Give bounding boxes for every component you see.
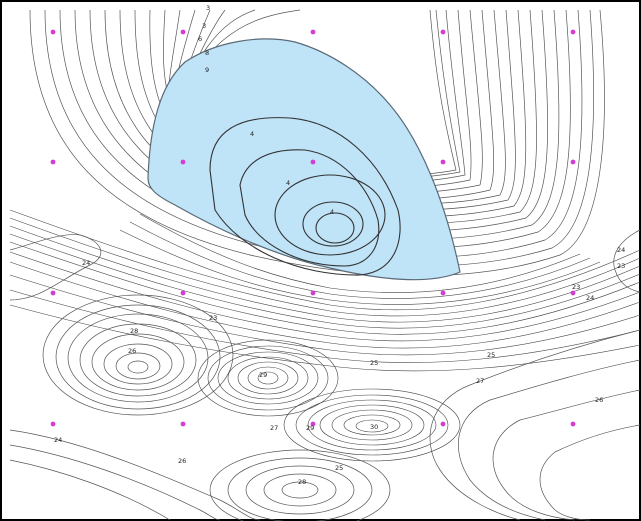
sample-marker	[440, 421, 446, 427]
sample-marker	[310, 29, 316, 35]
contour-label: 23	[209, 314, 217, 322]
contour-label: 24	[82, 259, 90, 267]
contour-label: 30	[370, 423, 378, 431]
sample-marker	[570, 421, 576, 427]
contour-label: 26	[178, 457, 186, 465]
sample-marker	[440, 29, 446, 35]
contour-label: 26	[595, 396, 603, 404]
contour-label: 4	[330, 208, 334, 216]
contour-label: 29	[259, 371, 267, 379]
contour-label: 24	[54, 436, 62, 444]
sample-marker	[180, 290, 186, 296]
sample-marker	[50, 290, 56, 296]
contour-label: 27	[476, 377, 484, 385]
contour-label: 4	[250, 130, 254, 138]
contour-label: 3	[202, 22, 206, 30]
dense-contour-band	[9, 209, 641, 372]
contour-label: 25	[370, 359, 378, 367]
sample-marker	[50, 421, 56, 427]
bottom-hill-contours	[209, 449, 391, 521]
right-hill-contours	[283, 388, 461, 462]
contour-label: 4	[286, 179, 290, 187]
sample-marker	[570, 29, 576, 35]
center-hill-contours	[197, 339, 339, 417]
sample-marker	[50, 29, 56, 35]
sample-marker	[50, 159, 56, 165]
contour-label: 9	[205, 66, 209, 74]
sample-marker	[180, 421, 186, 427]
lake-water	[147, 38, 461, 281]
contour-label: 23	[617, 262, 625, 270]
contour-label: 8	[205, 49, 209, 57]
sample-marker	[570, 159, 576, 165]
sample-marker	[180, 159, 186, 165]
sample-marker	[440, 159, 446, 165]
contour-label: 24	[586, 294, 594, 302]
contour-label: 24	[617, 246, 625, 254]
contour-label: 6	[198, 35, 202, 43]
sample-marker	[310, 159, 316, 165]
contour-label: 23	[572, 283, 580, 291]
contour-label: 29	[306, 424, 314, 432]
lake	[147, 38, 461, 281]
contour-label: 3	[206, 4, 210, 12]
contour-label: 28	[298, 478, 306, 486]
sample-marker	[440, 290, 446, 296]
sample-markers	[50, 29, 576, 427]
contour-label: 25	[335, 464, 343, 472]
contour-label: 28	[130, 327, 138, 335]
contour-label: 26	[128, 347, 136, 355]
sample-marker	[310, 290, 316, 296]
left-hill-contours	[42, 294, 234, 416]
sample-marker	[180, 29, 186, 35]
sample-marker	[570, 290, 576, 296]
contour-labels: 3 6 8 9 4 4 4 3 24 23 24 23 24 23 25 28 …	[54, 4, 625, 486]
sample-marker	[310, 421, 316, 427]
contour-label: 27	[270, 424, 278, 432]
contour-label: 25	[487, 351, 495, 359]
